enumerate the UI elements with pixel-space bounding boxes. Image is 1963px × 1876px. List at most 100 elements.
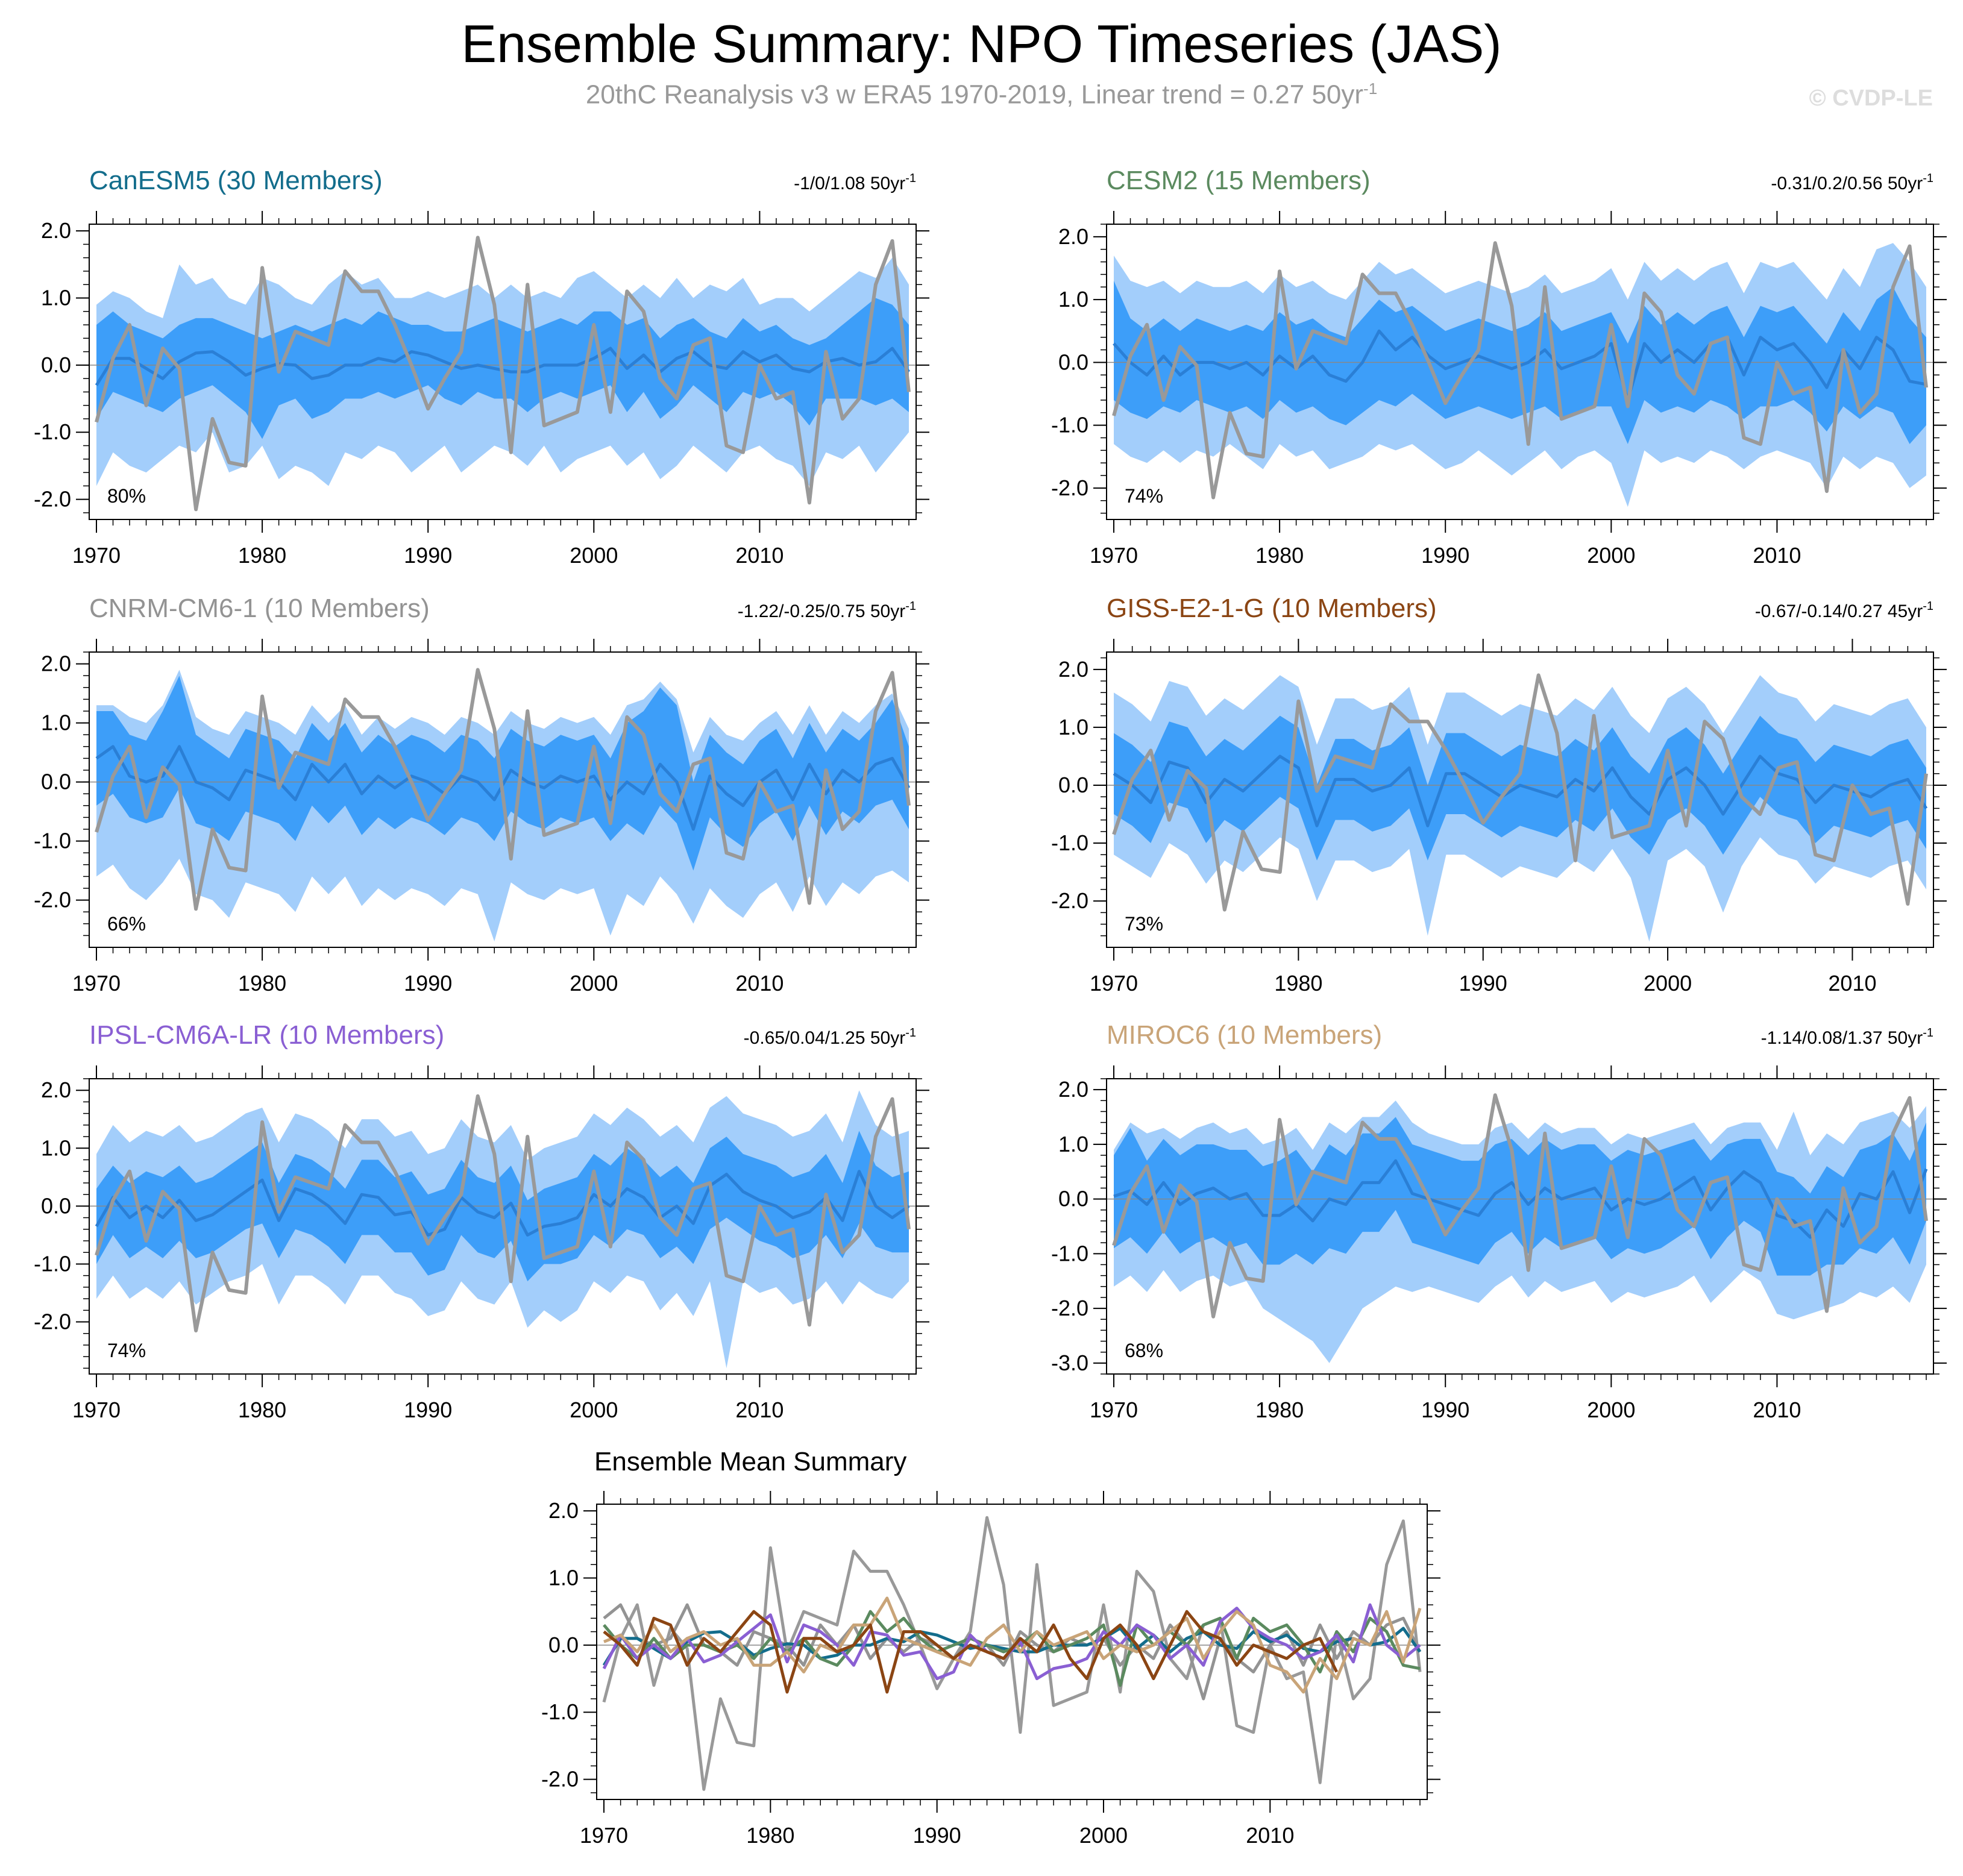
observations-line [1112, 241, 1928, 500]
plot-frame [89, 224, 917, 520]
y-tick-label: 2.0 [41, 218, 71, 243]
y-tick-label: 0.0 [41, 353, 71, 377]
x-tick-label: 1990 [913, 1823, 961, 1848]
observations-line [95, 236, 911, 512]
trend-range-text: -1.22/-0.25/0.75 50yr [738, 601, 906, 621]
figure-title: Ensemble Summary: NPO Timeseries (JAS) [461, 14, 1502, 74]
trend-range: -0.65/0.04/1.25 50yr-1 [744, 1026, 916, 1048]
trend-range-superscript: -1 [1923, 172, 1933, 185]
percent-label: 66% [107, 913, 146, 935]
x-tick-label: 1980 [238, 971, 286, 996]
x-tick-label: 1980 [238, 1398, 286, 1422]
x-tick-label: 1980 [1255, 543, 1304, 568]
y-tick-label: -2.0 [1051, 1296, 1088, 1320]
plot-frame [596, 1504, 1428, 1800]
percent-label: 74% [107, 1340, 146, 1361]
x-tick-label: 1970 [1090, 971, 1138, 996]
y-tick-label: -1.0 [34, 829, 71, 853]
observations-line [95, 1094, 911, 1332]
plot-frame [89, 651, 917, 948]
panel-giss: -2.0 -1.0 0.0 1.0 2.0 1970 1980 1990 2000 2010 GIS… [1051, 594, 1947, 996]
y-tick-label: -2.0 [34, 1310, 71, 1334]
y-tick-label: 2.0 [41, 651, 71, 676]
trend-range: -1/0/1.08 50yr-1 [794, 172, 916, 193]
y-tick-label: 0.0 [41, 770, 71, 794]
x-tick-label: 2000 [570, 543, 618, 568]
observations-line [1112, 673, 1928, 912]
y-tick-label: 1.0 [41, 711, 71, 735]
x-tick-label: 1970 [1090, 1398, 1138, 1422]
x-tick-label: 2010 [735, 543, 784, 568]
trend-range: -0.31/0.2/0.56 50yr-1 [1771, 172, 1933, 193]
trend-range: -1.22/-0.25/0.75 50yr-1 [738, 600, 916, 621]
trend-range-superscript: -1 [905, 172, 916, 185]
x-tick-label: 2000 [570, 1398, 618, 1422]
x-tick-label: 1990 [404, 543, 452, 568]
y-tick-label: 1.0 [548, 1566, 579, 1590]
percent-label: 68% [1125, 1340, 1163, 1361]
panel-miroc6: -3.0 -2.0 -1.0 0.0 1.0 2.0 1970 1980 1990 2000 201… [1051, 1020, 1947, 1422]
x-tick-label: 1970 [580, 1823, 628, 1848]
plot-frame [1106, 224, 1934, 520]
x-tick-label: 2010 [1828, 971, 1876, 996]
observations-line [95, 668, 911, 911]
series-line-miroc6 [603, 1596, 1422, 1694]
y-tick-label: -2.0 [1051, 475, 1088, 500]
panel-title: CanESM5 (30 Members) [89, 166, 383, 195]
x-tick-label: 1980 [1274, 971, 1322, 996]
x-tick-label: 2000 [1079, 1823, 1128, 1848]
x-tick-label: 2010 [735, 971, 784, 996]
y-tick-label: 1.0 [41, 1135, 71, 1160]
trend-range-text: -0.67/-0.14/0.27 45yr [1755, 601, 1923, 621]
x-tick-label: 1970 [72, 971, 121, 996]
y-tick-label: -2.0 [34, 888, 71, 912]
y-tick-label: 2.0 [548, 1498, 579, 1523]
trend-range-superscript: -1 [1923, 600, 1933, 613]
x-tick-label: 2010 [1246, 1823, 1294, 1848]
subtitle-text: 20thC Reanalysis v3 w ERA5 1970-2019, Li… [585, 80, 1364, 110]
trend-range-text: -0.31/0.2/0.56 50yr [1771, 174, 1923, 193]
panel-ipsl: -2.0 -1.0 0.0 1.0 2.0 1970 1980 1990 2000 2010 IPS… [34, 1020, 929, 1422]
inner-spread-band [1114, 1117, 1926, 1276]
trend-range: -0.67/-0.14/0.27 45yr-1 [1755, 600, 1933, 621]
y-tick-label: 2.0 [1058, 657, 1088, 682]
y-tick-label: -3.0 [1051, 1351, 1088, 1375]
y-tick-label: 0.0 [548, 1633, 579, 1657]
y-tick-label: 0.0 [41, 1193, 71, 1218]
x-tick-label: 1980 [1255, 1398, 1304, 1422]
y-tick-label: -1.0 [1051, 830, 1088, 855]
panel-title: IPSL-CM6A-LR (10 Members) [89, 1020, 444, 1050]
panel-ensmean: -2.0 -1.0 0.0 1.0 2.0 1970 1980 1990 2000 2010 Ens… [541, 1447, 1440, 1848]
plot-frame [1106, 1078, 1934, 1375]
y-tick-label: -2.0 [34, 487, 71, 512]
panel-title: MIROC6 (10 Members) [1107, 1020, 1382, 1050]
panel-cesm2: -2.0 -1.0 0.0 1.0 2.0 1970 1980 1990 2000 2010 CES… [1051, 166, 1947, 568]
y-tick-label: -2.0 [1051, 888, 1088, 913]
trend-range-superscript: -1 [1923, 1026, 1933, 1040]
subtitle-superscript: -1 [1363, 80, 1378, 98]
x-tick-label: 1990 [1459, 971, 1507, 996]
panel-title: Ensemble Mean Summary [594, 1447, 906, 1476]
y-tick-label: -1.0 [34, 1251, 71, 1276]
trend-range: -1.14/0.08/1.37 50yr-1 [1761, 1026, 1933, 1048]
y-tick-label: -2.0 [541, 1767, 579, 1792]
y-tick-label: 2.0 [1058, 1077, 1088, 1102]
observations-line [1112, 1093, 1928, 1319]
panel-canesm5: -2.0 -1.0 0.0 1.0 2.0 1970 1980 1990 2000 2010 Can… [34, 166, 929, 568]
x-tick-label: 1990 [1421, 543, 1469, 568]
x-tick-label: 1970 [72, 1398, 121, 1422]
x-tick-label: 1990 [404, 1398, 452, 1422]
inner-spread-band [96, 676, 909, 871]
percent-label: 80% [107, 485, 146, 507]
y-tick-label: -1.0 [34, 419, 71, 444]
x-tick-label: 2010 [1753, 1398, 1801, 1422]
y-tick-label: 1.0 [41, 286, 71, 310]
x-tick-label: 1980 [746, 1823, 794, 1848]
series-line-giss-e2-1-g [603, 1610, 1339, 1694]
y-tick-label: 1.0 [1058, 715, 1088, 739]
ensemble-mean-line [1113, 754, 1928, 827]
trend-range-text: -1.14/0.08/1.37 50yr [1761, 1028, 1923, 1048]
x-tick-label: 1970 [1090, 543, 1138, 568]
x-tick-label: 2000 [1587, 543, 1635, 568]
